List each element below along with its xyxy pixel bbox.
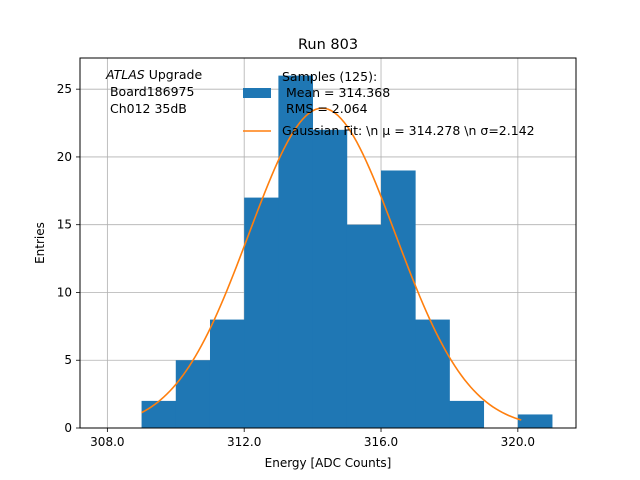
axes-frame — [79, 57, 577, 429]
x-axis-label: Energy [ADC Counts] — [265, 456, 392, 470]
histogram-bar — [278, 75, 314, 428]
y-axis-ticks: 0 5 10 15 20 25 — [57, 82, 80, 435]
atlas-annotation: ATLAS Upgrade Board186975 Ch012 35dB — [105, 67, 202, 116]
histogram-bar — [312, 129, 348, 429]
histogram-bar — [244, 197, 279, 428]
legend-label-mean: Mean = 314.368 — [282, 85, 390, 100]
x-axis-ticks: 308.0 312.0 316.0 320.0 — [90, 428, 535, 449]
legend-label-samples: Samples (125): — [282, 69, 377, 84]
annotation-channel: Ch012 35dB — [106, 101, 187, 116]
histogram-bar — [141, 400, 177, 428]
legend-label-fit: Gaussian Fit: \n μ = 314.278 \n σ=2.142 — [282, 123, 535, 138]
annotation-atlas: ATLAS — [105, 67, 145, 82]
y-tick-label: 25 — [57, 82, 72, 96]
legend: Samples (125): Mean = 314.368 RMS = 2.06… — [243, 69, 535, 138]
x-tick-label: 316.0 — [364, 435, 398, 449]
histogram-bar — [449, 400, 485, 428]
legend-label-rms: RMS = 2.064 — [282, 101, 368, 116]
histogram-bar — [415, 319, 450, 428]
y-tick-label: 10 — [57, 285, 72, 299]
histogram-bar — [517, 414, 553, 428]
fit-curve-line — [141, 107, 522, 421]
y-axis-label: Entries — [33, 222, 47, 264]
histogram-bar — [346, 224, 382, 428]
chart-title: Run 803 — [298, 37, 358, 53]
legend-swatch-samples — [243, 88, 271, 98]
y-tick-label: 15 — [57, 218, 72, 232]
x-tick-label: 320.0 — [501, 435, 535, 449]
y-tick-label: 20 — [57, 150, 72, 164]
x-tick-label: 308.0 — [90, 435, 124, 449]
y-tick-label: 5 — [64, 353, 72, 367]
annotation-board: Board186975 — [106, 84, 194, 99]
gaussian-fit-curve — [141, 107, 522, 421]
histogram-bar — [209, 319, 245, 428]
annotation-line-1: ATLAS Upgrade — [105, 67, 202, 82]
x-tick-label: 312.0 — [227, 435, 261, 449]
annotation-upgrade: Upgrade — [145, 67, 203, 82]
histogram-bars — [141, 75, 553, 429]
y-tick-label: 0 — [64, 421, 72, 435]
histogram-bar — [175, 360, 211, 428]
